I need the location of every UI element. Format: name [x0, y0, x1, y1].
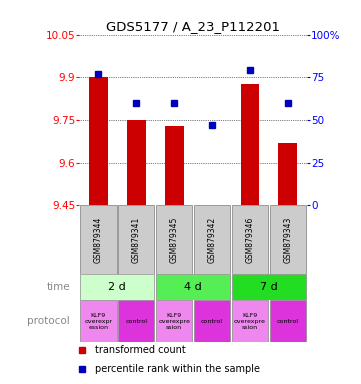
FancyBboxPatch shape: [118, 205, 155, 274]
Text: 2 d: 2 d: [108, 282, 126, 292]
Text: KLF9
overexpr
ession: KLF9 overexpr ession: [84, 313, 112, 329]
Bar: [89, 77, 108, 205]
FancyBboxPatch shape: [156, 300, 192, 342]
Text: KLF9
overexpre
ssion: KLF9 overexpre ssion: [158, 313, 190, 329]
Title: GDS5177 / A_23_P112201: GDS5177 / A_23_P112201: [106, 20, 280, 33]
Bar: [278, 143, 297, 205]
Text: percentile rank within the sample: percentile rank within the sample: [95, 364, 260, 374]
FancyBboxPatch shape: [232, 205, 268, 274]
Text: transformed count: transformed count: [95, 345, 186, 355]
FancyBboxPatch shape: [156, 274, 230, 300]
Text: control: control: [125, 319, 147, 324]
Text: 7 d: 7 d: [260, 282, 278, 292]
FancyBboxPatch shape: [80, 274, 155, 300]
Text: GSM879341: GSM879341: [132, 217, 141, 263]
FancyBboxPatch shape: [80, 300, 117, 342]
FancyBboxPatch shape: [270, 300, 306, 342]
Text: GSM879345: GSM879345: [170, 217, 179, 263]
Text: GSM879346: GSM879346: [245, 217, 255, 263]
Text: control: control: [201, 319, 223, 324]
FancyBboxPatch shape: [156, 205, 192, 274]
Bar: [165, 126, 184, 205]
FancyBboxPatch shape: [232, 300, 268, 342]
Text: control: control: [277, 319, 299, 324]
Text: GSM879344: GSM879344: [94, 217, 103, 263]
Text: GSM879342: GSM879342: [208, 217, 217, 263]
FancyBboxPatch shape: [270, 205, 306, 274]
FancyBboxPatch shape: [118, 300, 155, 342]
FancyBboxPatch shape: [194, 205, 230, 274]
FancyBboxPatch shape: [194, 300, 230, 342]
FancyBboxPatch shape: [80, 205, 117, 274]
Bar: [240, 84, 260, 205]
Bar: [127, 120, 146, 205]
Text: KLF9
overexpre
ssion: KLF9 overexpre ssion: [234, 313, 266, 329]
FancyBboxPatch shape: [232, 274, 306, 300]
Text: GSM879343: GSM879343: [283, 217, 292, 263]
Text: 4 d: 4 d: [184, 282, 202, 292]
Text: time: time: [46, 282, 70, 292]
Text: protocol: protocol: [27, 316, 70, 326]
